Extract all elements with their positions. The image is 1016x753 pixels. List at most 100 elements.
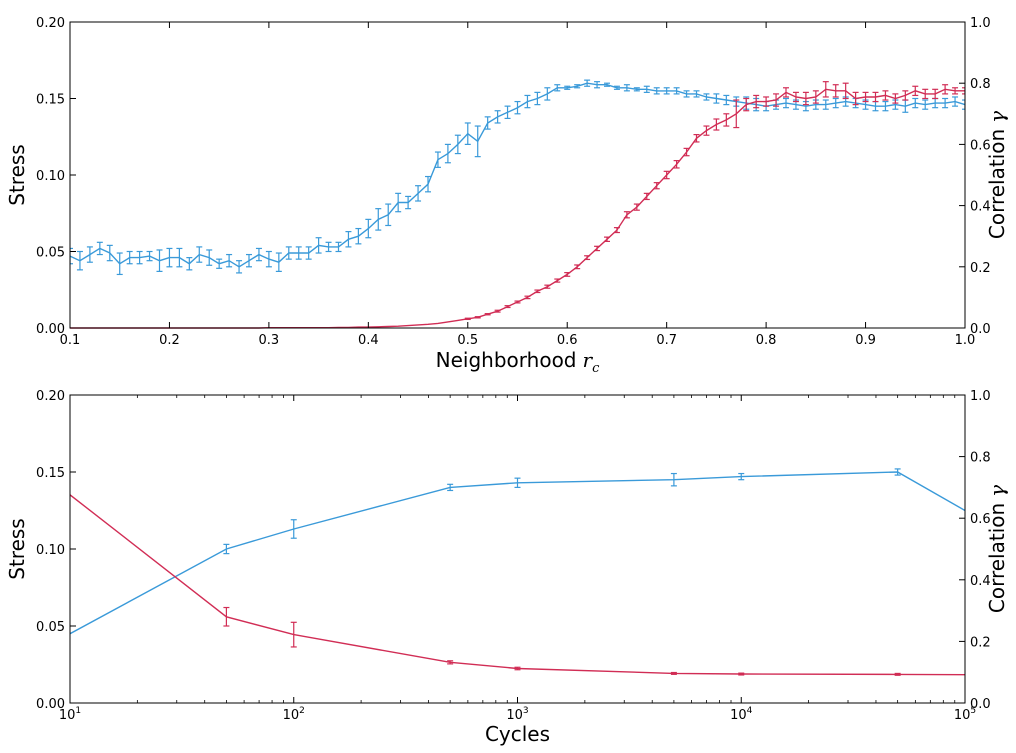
error-bar bbox=[894, 672, 901, 676]
error-bar bbox=[584, 255, 591, 261]
error-bar bbox=[633, 203, 640, 211]
error-bar bbox=[223, 543, 230, 555]
error-bar bbox=[623, 211, 630, 219]
error-bar bbox=[315, 237, 322, 254]
error-bar bbox=[922, 99, 929, 110]
x-axis-label: Cycles bbox=[485, 722, 550, 746]
error-bar bbox=[604, 236, 610, 243]
error-bar bbox=[126, 250, 133, 265]
error-bar bbox=[447, 483, 454, 492]
error-bar bbox=[623, 84, 630, 92]
error-bar bbox=[633, 87, 640, 92]
y-axis-label: Stress bbox=[5, 518, 29, 579]
y2-tick-label: 0.6 bbox=[970, 138, 991, 153]
error-bar bbox=[524, 295, 531, 300]
error-bar bbox=[255, 247, 262, 262]
error-bar bbox=[832, 97, 839, 109]
error-bar bbox=[335, 241, 342, 253]
error-bar bbox=[186, 257, 193, 271]
error-bar bbox=[136, 250, 143, 265]
error-bar bbox=[862, 91, 869, 103]
error-bar bbox=[494, 309, 501, 313]
error-bar bbox=[882, 90, 889, 101]
error-bar bbox=[613, 85, 620, 90]
y2-tick-label: 0.0 bbox=[970, 697, 991, 712]
error-bar bbox=[822, 81, 829, 98]
y-axis-label: Stress bbox=[5, 144, 29, 205]
error-bar bbox=[574, 84, 581, 89]
error-bar bbox=[852, 91, 859, 106]
error-bar bbox=[703, 125, 710, 136]
error-bar bbox=[902, 90, 909, 101]
series-line-2 bbox=[70, 494, 965, 676]
error-bar bbox=[223, 606, 230, 627]
y2-axis-label: Correlationγ bbox=[985, 485, 1009, 613]
error-bar bbox=[832, 84, 839, 98]
series-group bbox=[70, 79, 965, 329]
error-bar bbox=[484, 116, 491, 130]
error-bar bbox=[395, 192, 402, 213]
plot-frame bbox=[69, 21, 966, 329]
error-bar bbox=[693, 134, 700, 143]
error-bar bbox=[713, 93, 720, 104]
error-bar bbox=[425, 175, 431, 193]
error-bar bbox=[738, 672, 745, 676]
x-tick-label: 0.2 bbox=[159, 333, 180, 348]
x-tick-label: 0.9 bbox=[855, 333, 876, 348]
error-bar bbox=[743, 97, 750, 112]
error-bar bbox=[375, 208, 382, 231]
y-tick-label: 0.00 bbox=[36, 322, 65, 337]
error-bar bbox=[385, 203, 392, 227]
y2-tick-label: 0.4 bbox=[970, 200, 991, 215]
error-bar bbox=[524, 94, 531, 109]
x-axis-label: Neighborhood rc bbox=[436, 348, 600, 376]
error-bar bbox=[246, 253, 252, 268]
error-bar bbox=[703, 93, 710, 101]
error-bar bbox=[474, 125, 481, 158]
error-bar bbox=[514, 300, 521, 304]
error-bar bbox=[952, 96, 959, 107]
x-tick-label: 102 bbox=[283, 706, 305, 723]
error-bar bbox=[355, 227, 362, 245]
error-bar bbox=[643, 192, 650, 201]
error-bar bbox=[792, 91, 799, 103]
error-bar bbox=[290, 621, 297, 648]
error-bar bbox=[872, 91, 879, 103]
error-bar bbox=[783, 97, 789, 109]
error-bar bbox=[892, 93, 899, 104]
error-bar bbox=[962, 87, 965, 95]
error-bar bbox=[514, 477, 521, 488]
y-tick-label: 0.05 bbox=[36, 620, 65, 635]
y-tick-label: 0.20 bbox=[36, 389, 65, 404]
error-bar bbox=[265, 250, 272, 268]
error-bar bbox=[405, 195, 412, 210]
x-tick-label: 0.1 bbox=[60, 333, 81, 348]
error-bar bbox=[594, 81, 601, 89]
error-bar bbox=[494, 110, 501, 124]
error-bar bbox=[106, 244, 113, 262]
y2-tick-label: 0.0 bbox=[970, 322, 991, 337]
error-bar bbox=[86, 246, 93, 263]
y2-tick-label: 1.0 bbox=[970, 16, 991, 31]
error-bar bbox=[584, 79, 591, 87]
error-bar bbox=[305, 246, 312, 260]
error-bar bbox=[464, 317, 471, 321]
error-bar bbox=[653, 182, 660, 190]
error-bar bbox=[942, 84, 949, 95]
error-bar bbox=[236, 260, 243, 274]
error-bar bbox=[325, 241, 332, 253]
y-tick-label: 0.15 bbox=[36, 466, 65, 481]
error-bar bbox=[544, 87, 551, 101]
error-bar bbox=[670, 671, 677, 675]
y-tick-label: 0.20 bbox=[36, 16, 65, 31]
series-group bbox=[70, 468, 965, 676]
y2-tick-label: 0.4 bbox=[970, 574, 991, 589]
x-tick-label: 105 bbox=[954, 706, 976, 723]
y-tick-label: 0.00 bbox=[36, 697, 65, 712]
error-bar bbox=[683, 90, 690, 98]
x-tick-label: 0.5 bbox=[457, 333, 478, 348]
y-tick-label: 0.10 bbox=[36, 543, 65, 558]
error-bar bbox=[176, 247, 183, 268]
error-bar bbox=[156, 249, 163, 272]
